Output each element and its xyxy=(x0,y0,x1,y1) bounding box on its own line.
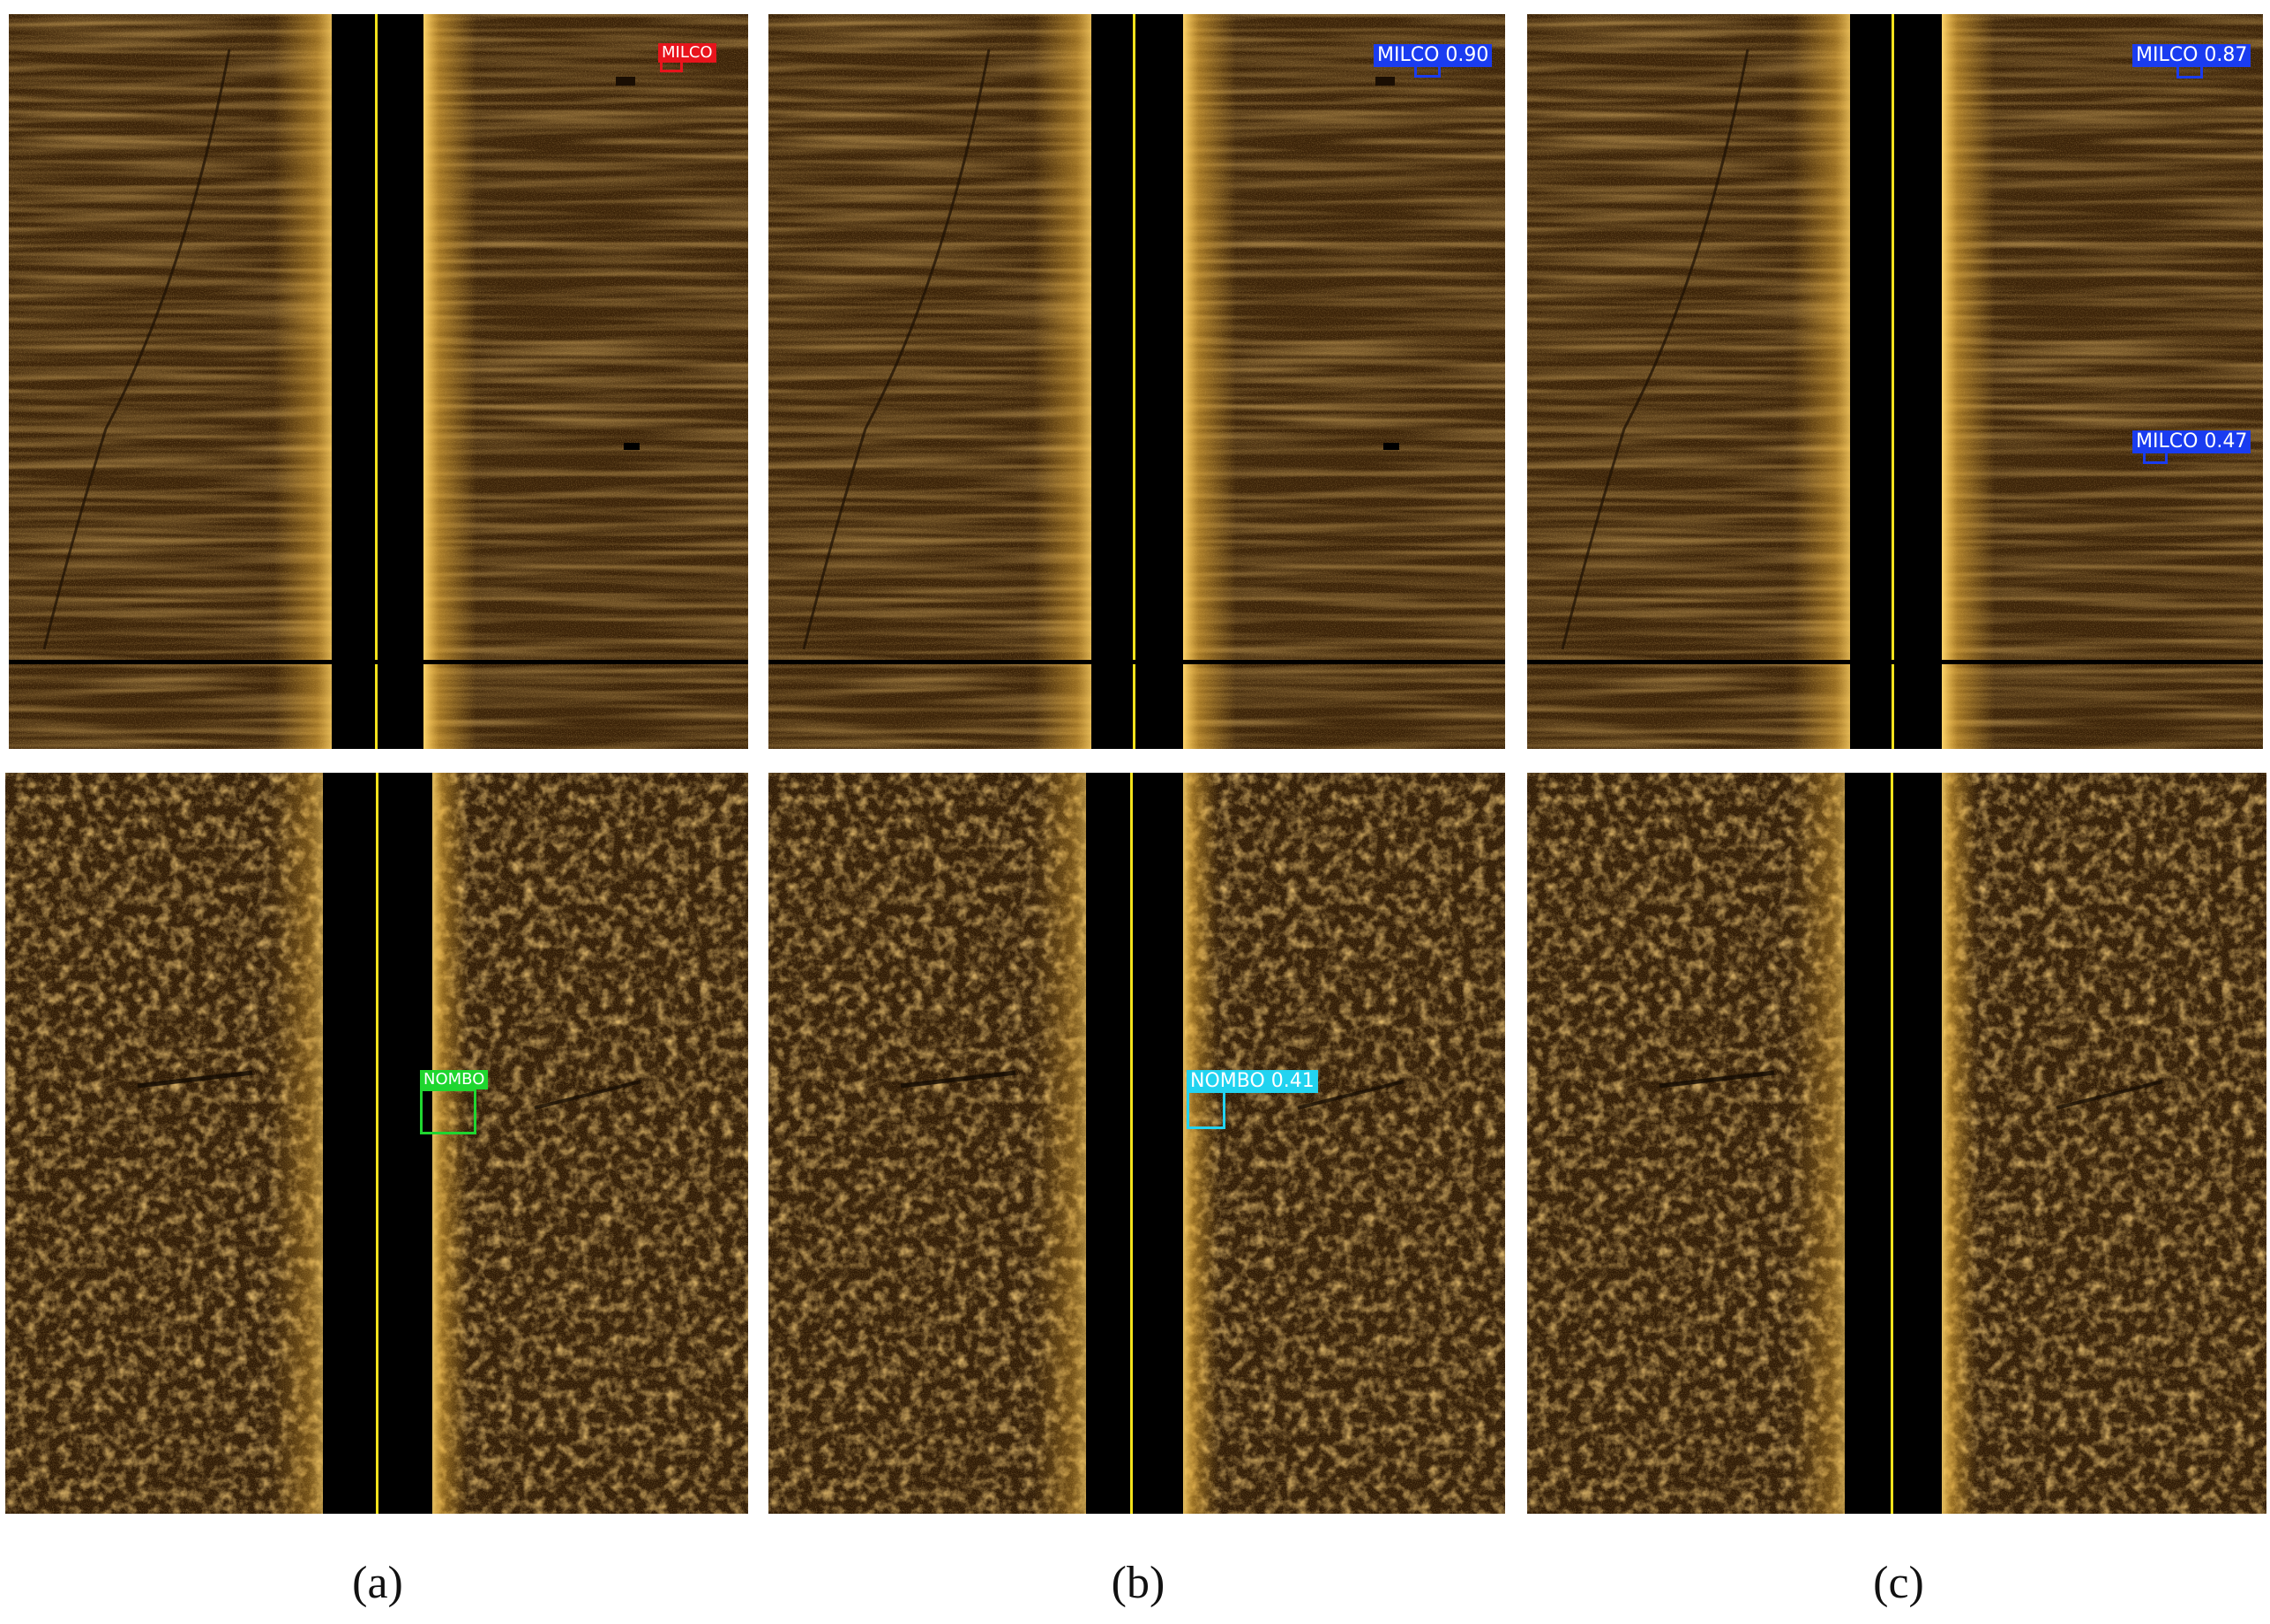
detection-box xyxy=(420,1089,476,1134)
caption-a: (a) xyxy=(352,1558,403,1608)
sonar-scan-striped xyxy=(768,14,1505,749)
sonar-scan-striped xyxy=(1527,14,2263,749)
detection-label: MILCO xyxy=(658,43,716,63)
sonar-image-b-top: MILCO 0.90 xyxy=(768,14,1505,749)
caption-c: (c) xyxy=(1873,1558,1924,1608)
detection-label: NOMBO 0.41 xyxy=(1187,1070,1318,1093)
sonar-image-a-top: MILCO xyxy=(9,14,748,749)
sonar-image-c-top: MILCO 0.87 MILCO 0.47 xyxy=(1527,14,2263,749)
detection-label: MILCO 0.47 xyxy=(2132,430,2251,453)
sonar-image-b-bottom: NOMBO 0.41 xyxy=(768,773,1505,1514)
caption-b: (b) xyxy=(1111,1558,1165,1608)
sonar-scan-sandy xyxy=(768,773,1505,1514)
detection-label: MILCO 0.87 xyxy=(2132,44,2251,67)
detection-label: NOMBO xyxy=(420,1070,489,1089)
sonar-image-a-bottom: NOMBO xyxy=(5,773,748,1514)
sonar-scan-sandy xyxy=(5,773,748,1514)
detection-box xyxy=(1187,1090,1225,1129)
detection-label: MILCO 0.90 xyxy=(1374,44,1493,67)
sonar-scan-striped xyxy=(9,14,748,749)
sonar-scan-sandy xyxy=(1527,773,2266,1514)
sonar-image-c-bottom xyxy=(1527,773,2266,1514)
